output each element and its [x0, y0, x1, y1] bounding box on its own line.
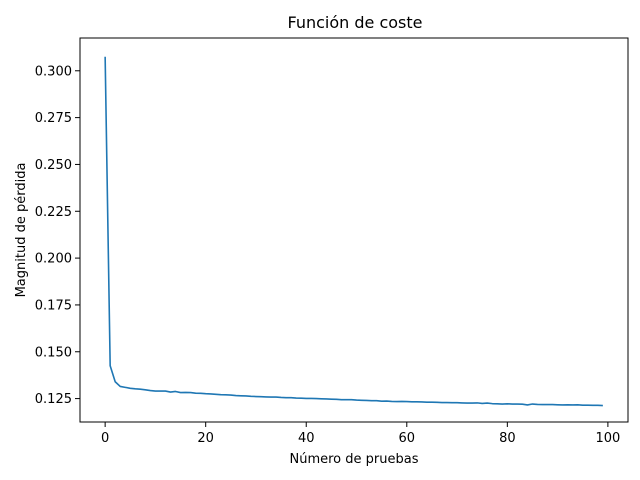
x-tick-label: 20: [197, 431, 214, 446]
x-tick-label: 60: [399, 431, 416, 446]
x-tick-label: 40: [298, 431, 315, 446]
x-axis: 0 20 40 60 80 100: [101, 422, 620, 446]
axes-frame: [79, 37, 629, 423]
y-tick-label: 0.225: [35, 205, 72, 220]
chart-title: Función de coste: [288, 13, 423, 32]
x-tick-label: 0: [101, 431, 109, 446]
y-tick-label: 0.275: [35, 111, 72, 126]
y-tick-label: 0.125: [35, 392, 72, 407]
x-tick-label: 80: [499, 431, 516, 446]
y-tick-label: 0.300: [35, 64, 72, 79]
y-axis-label: Magnitud de pérdida: [14, 163, 29, 298]
series-line: [104, 56, 603, 407]
y-tick-label: 0.150: [35, 345, 72, 360]
plot-area: [104, 56, 603, 407]
x-axis-label: Número de pruebas: [290, 452, 419, 467]
y-tick-label: 0.250: [35, 158, 72, 173]
y-tick-label: 0.200: [35, 252, 72, 267]
y-axis: 0.125 0.150 0.175 0.200 0.225 0.250 0.275 0.300: [35, 64, 80, 407]
y-tick-label: 0.175: [35, 298, 72, 313]
x-tick-label: 100: [595, 431, 620, 446]
